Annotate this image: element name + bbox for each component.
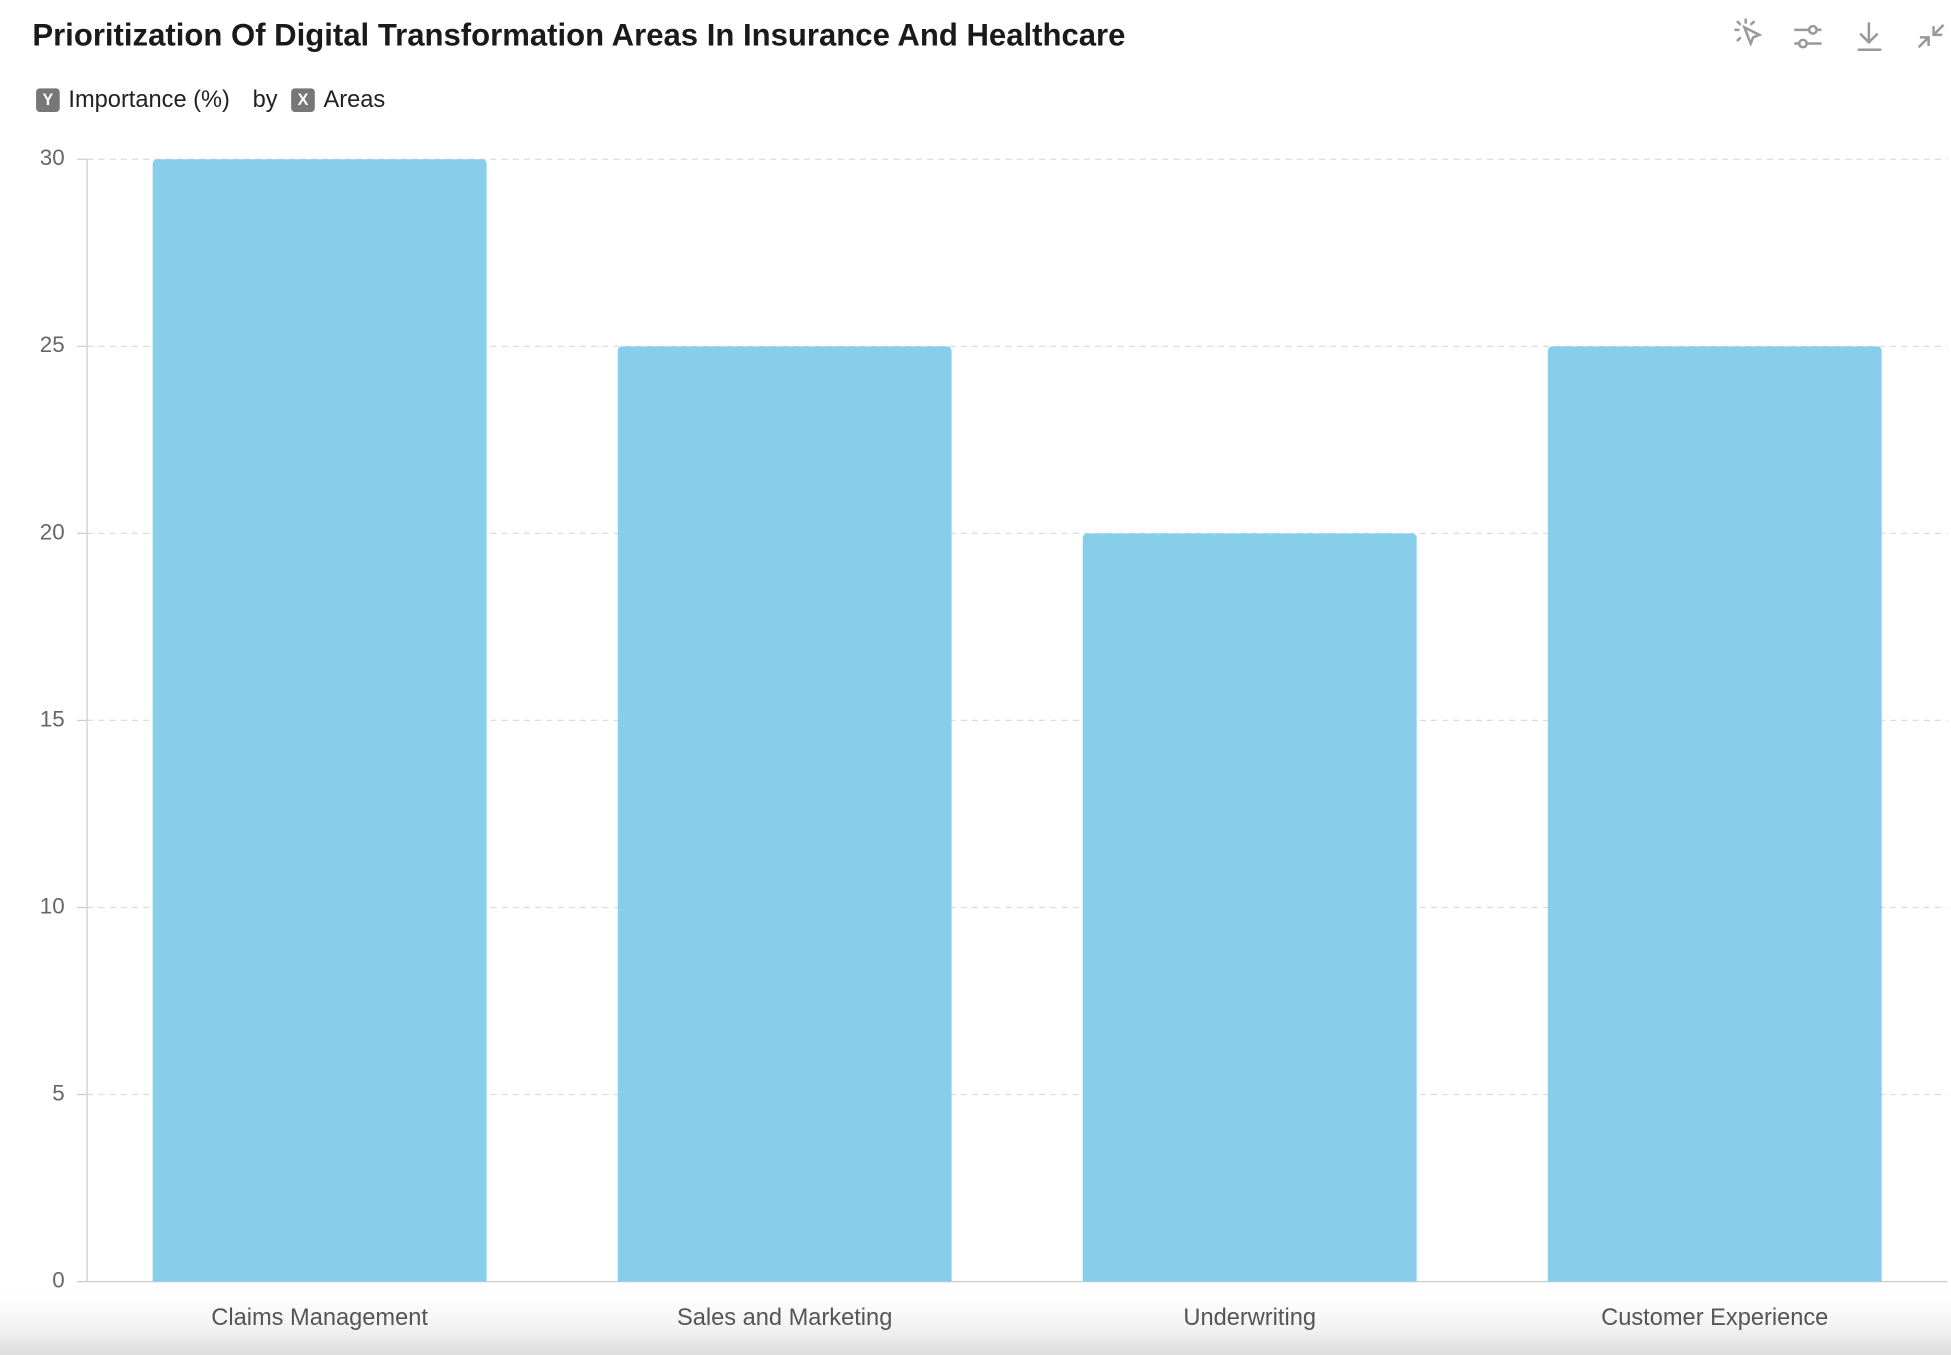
bar — [1547, 346, 1882, 1282]
y-tick-label: 15 — [40, 706, 65, 731]
y-tick-label: 0 — [52, 1268, 64, 1293]
x-tick-label: Claims Management — [211, 1305, 428, 1331]
y-axis-label: Importance (%) — [68, 87, 230, 113]
filter-icon[interactable] — [1794, 24, 1822, 49]
y-tick-label: 10 — [40, 893, 65, 918]
toolbar — [1734, 18, 1945, 52]
y-badge: Y — [43, 91, 54, 109]
y-tick-label: 20 — [40, 519, 65, 544]
collapse-icon[interactable] — [1917, 24, 1945, 49]
bar — [617, 346, 952, 1282]
x-axis-label: Areas — [324, 87, 386, 113]
by-text: by — [253, 87, 278, 113]
y-tick-label: 25 — [40, 332, 65, 357]
x-badge: X — [298, 91, 309, 109]
bar — [152, 159, 487, 1282]
y-badge-bg — [36, 88, 60, 112]
chart-title: Prioritization Of Digital Transformation… — [32, 18, 1125, 53]
bar — [1082, 533, 1417, 1282]
y-tick-label: 30 — [40, 145, 65, 170]
y-tick-label: 5 — [52, 1080, 64, 1105]
download-icon[interactable] — [1857, 22, 1882, 52]
x-tick-label: Customer Experience — [1601, 1305, 1828, 1331]
select-icon[interactable] — [1734, 18, 1763, 47]
x-tick-label: Sales and Marketing — [677, 1305, 892, 1331]
x-badge-bg — [291, 88, 315, 112]
bottom-shade — [0, 1281, 1951, 1355]
x-tick-label: Underwriting — [1183, 1305, 1316, 1331]
